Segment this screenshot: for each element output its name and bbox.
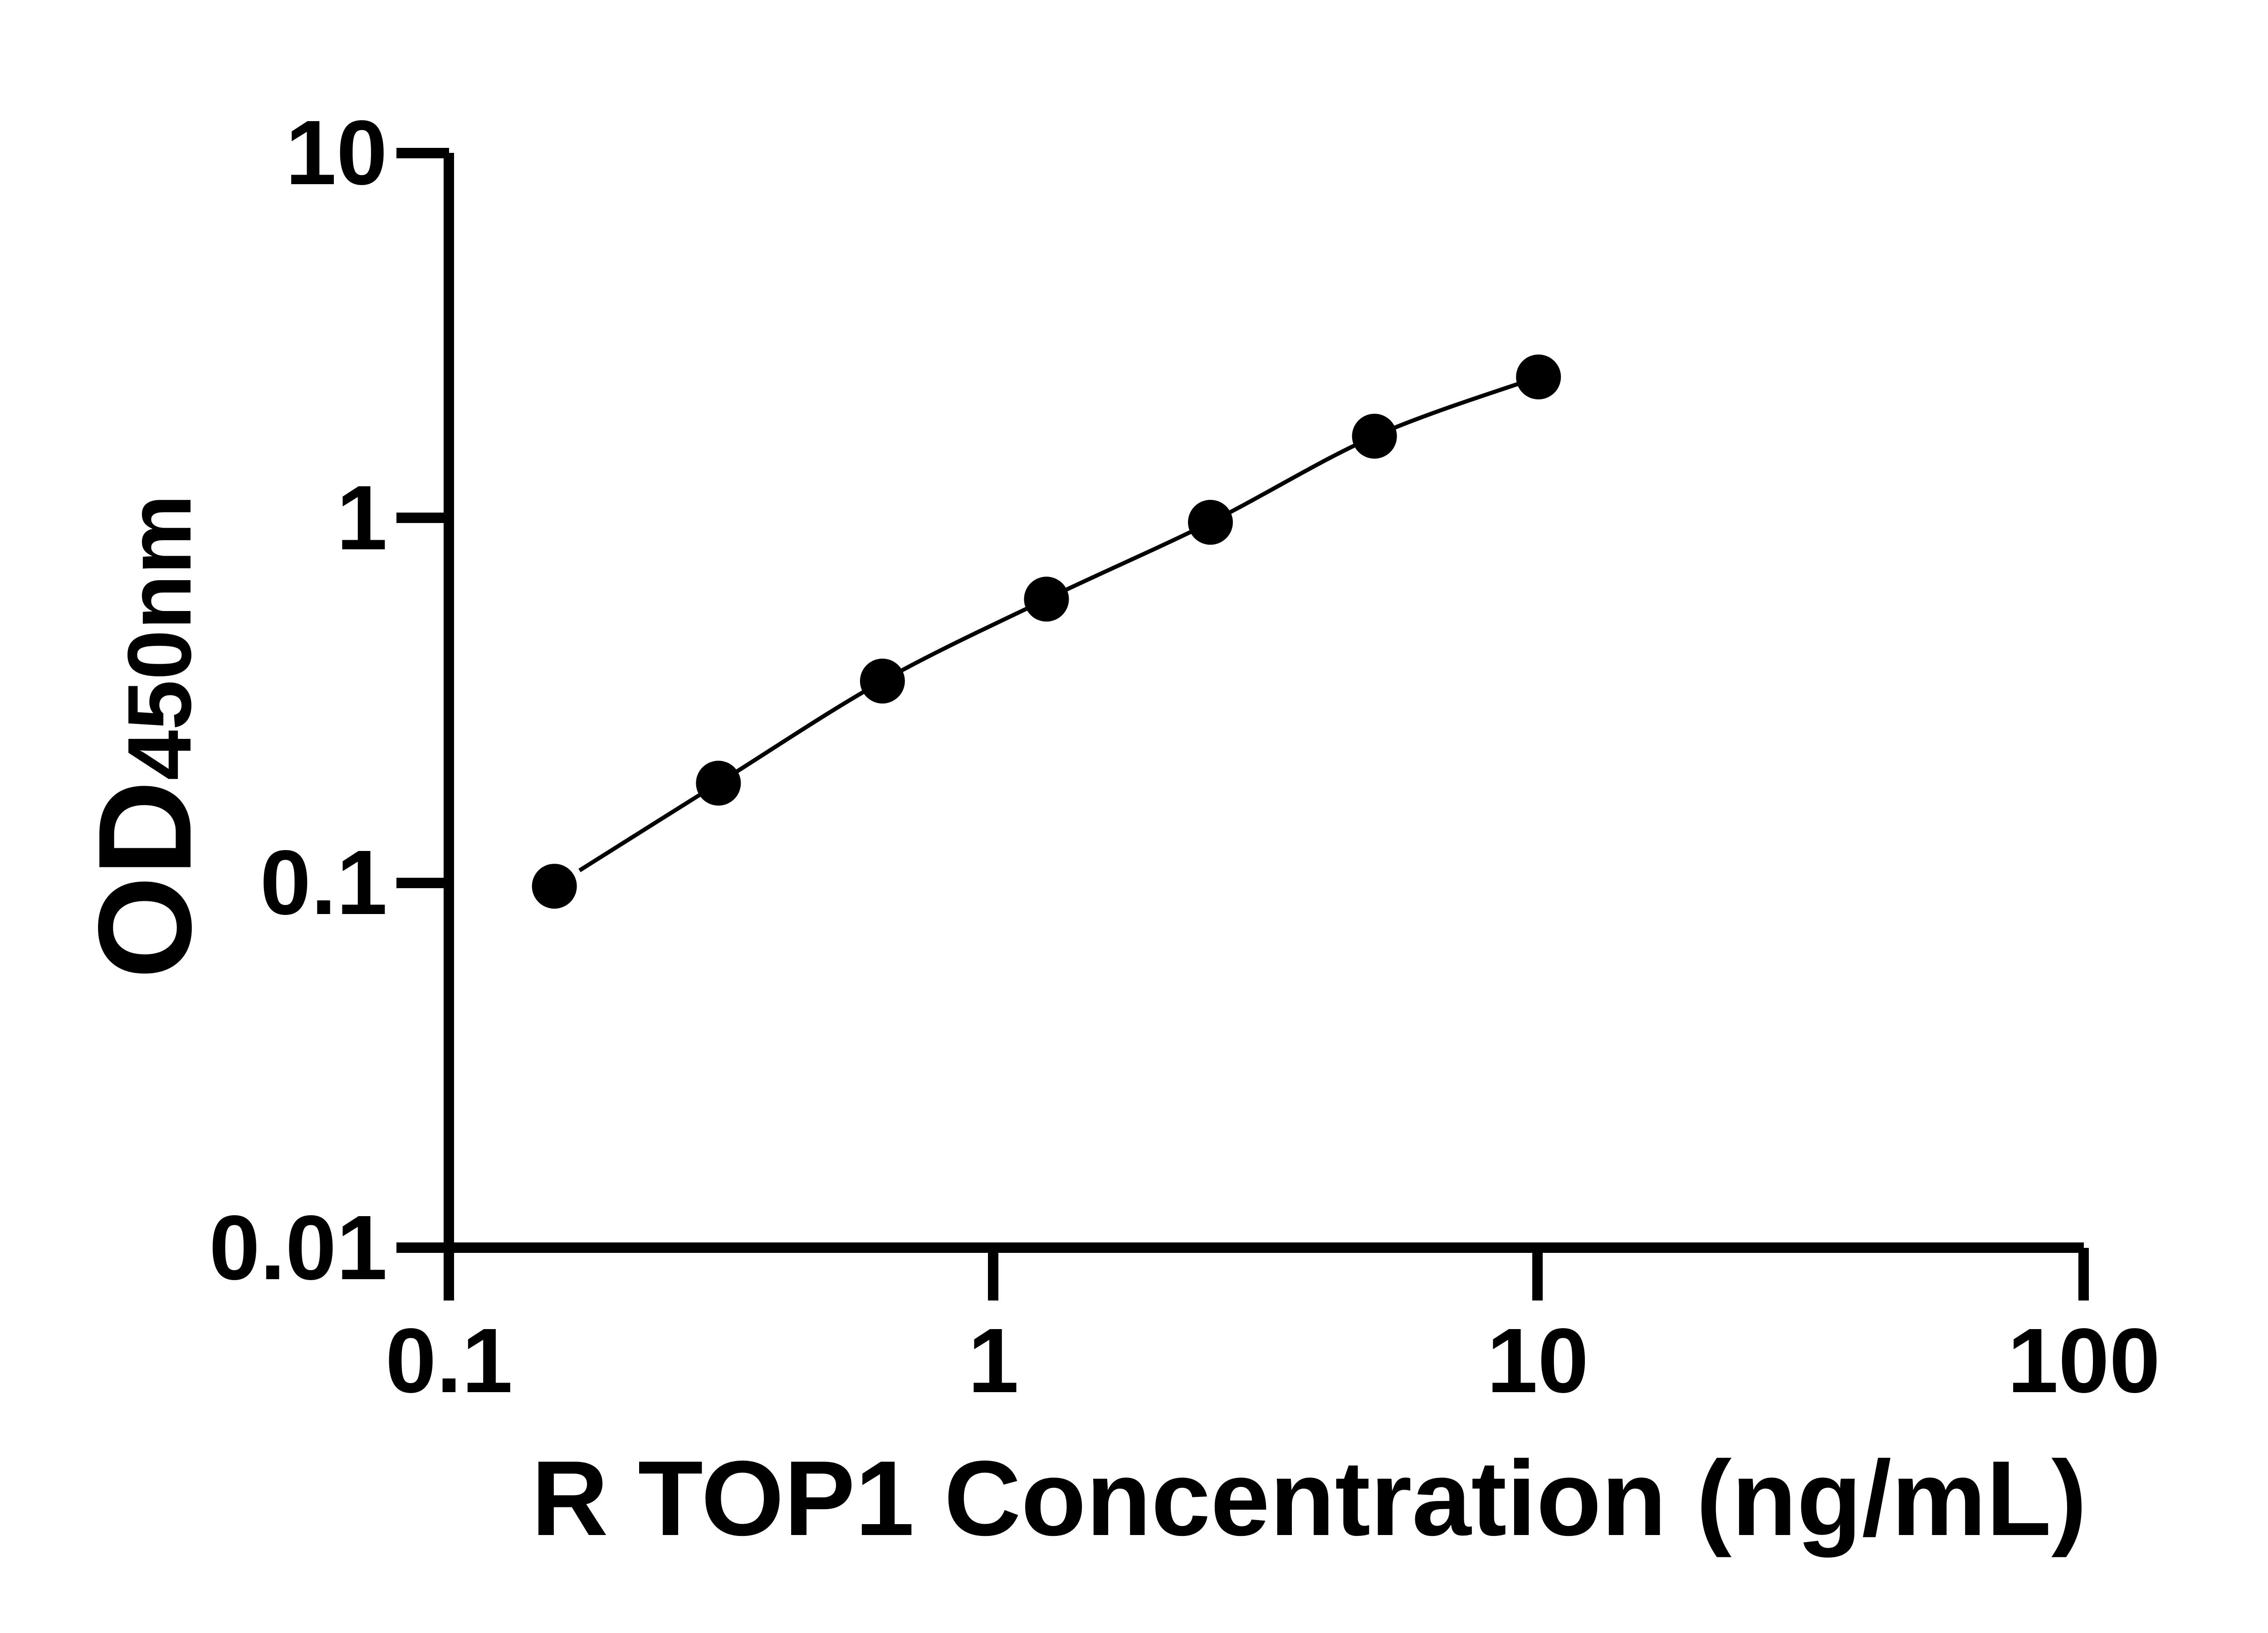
svg-text:1: 1	[337, 466, 387, 569]
svg-text:0.1: 0.1	[260, 831, 387, 934]
svg-text:0.1: 0.1	[386, 1309, 513, 1412]
svg-text:100: 100	[2007, 1309, 2160, 1412]
svg-text:R TOP1 Concentration (ng/mL): R TOP1 Concentration (ng/mL)	[531, 1438, 2087, 1558]
svg-text:1: 1	[968, 1309, 1019, 1412]
svg-text:10: 10	[285, 101, 387, 204]
svg-text:10: 10	[1487, 1309, 1589, 1412]
svg-text:0.01: 0.01	[209, 1196, 387, 1299]
